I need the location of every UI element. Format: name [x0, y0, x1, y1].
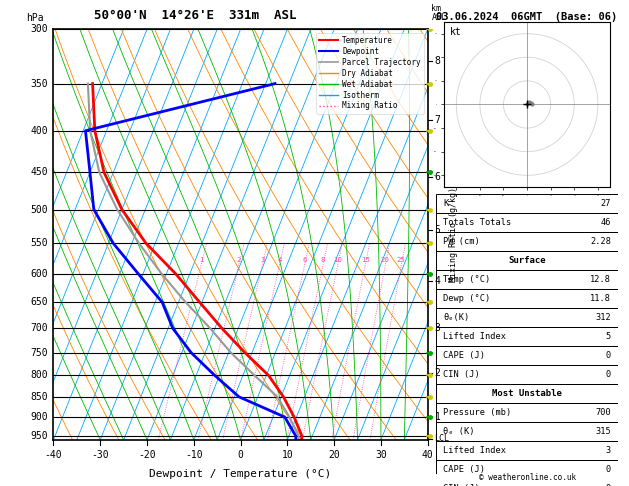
- Text: 2: 2: [435, 368, 440, 378]
- Text: θₑ(K): θₑ(K): [443, 313, 469, 322]
- Text: 950: 950: [30, 431, 48, 441]
- Bar: [436, 460, 618, 480]
- Text: 300: 300: [30, 24, 48, 34]
- Text: © weatheronline.co.uk: © weatheronline.co.uk: [479, 473, 576, 482]
- Text: Dewpoint / Temperature (°C): Dewpoint / Temperature (°C): [150, 469, 331, 479]
- Text: 650: 650: [30, 297, 48, 307]
- Text: 600: 600: [30, 269, 48, 279]
- Text: 0: 0: [606, 485, 611, 486]
- Text: 3: 3: [260, 257, 265, 263]
- Text: 20: 20: [328, 450, 340, 460]
- Text: Temp (°C): Temp (°C): [443, 276, 491, 284]
- Text: 1: 1: [199, 257, 203, 263]
- Text: K: K: [443, 199, 448, 208]
- Text: 10: 10: [282, 450, 293, 460]
- Text: LCL: LCL: [435, 434, 450, 443]
- Bar: [436, 270, 618, 290]
- Text: 8: 8: [321, 257, 325, 263]
- Text: 11.8: 11.8: [590, 295, 611, 303]
- Text: 500: 500: [30, 205, 48, 214]
- Text: 900: 900: [30, 412, 48, 422]
- Text: 6: 6: [435, 172, 440, 182]
- Text: -10: -10: [185, 450, 203, 460]
- Text: 50°00'N  14°26'E  331m  ASL: 50°00'N 14°26'E 331m ASL: [94, 9, 297, 22]
- Text: 10: 10: [333, 257, 342, 263]
- Bar: [436, 309, 618, 328]
- Legend: Temperature, Dewpoint, Parcel Trajectory, Dry Adiabat, Wet Adiabat, Isotherm, Mi: Temperature, Dewpoint, Parcel Trajectory…: [316, 33, 424, 114]
- Text: 400: 400: [30, 126, 48, 136]
- Text: 3: 3: [606, 447, 611, 455]
- Text: -30: -30: [91, 450, 109, 460]
- Bar: [436, 403, 618, 422]
- Text: hPa: hPa: [26, 13, 43, 23]
- Text: 7: 7: [435, 115, 440, 125]
- Text: Mixing Ratio (g/kg): Mixing Ratio (g/kg): [449, 187, 459, 282]
- Text: 3: 3: [435, 323, 440, 333]
- Text: 5: 5: [435, 225, 440, 235]
- Text: -20: -20: [138, 450, 156, 460]
- Text: 450: 450: [30, 167, 48, 177]
- Text: 5: 5: [606, 332, 611, 342]
- Text: CIN (J): CIN (J): [443, 485, 480, 486]
- Text: 312: 312: [595, 313, 611, 322]
- Bar: [436, 384, 618, 403]
- Text: 550: 550: [30, 238, 48, 248]
- Text: km
ASL: km ASL: [431, 4, 447, 22]
- Text: CIN (J): CIN (J): [443, 370, 480, 380]
- Bar: [436, 347, 618, 365]
- Text: 1: 1: [435, 412, 440, 422]
- Text: Lifted Index: Lifted Index: [443, 332, 506, 342]
- Text: 12.8: 12.8: [590, 276, 611, 284]
- Text: 0: 0: [606, 370, 611, 380]
- Text: 350: 350: [30, 79, 48, 88]
- Bar: [436, 290, 618, 309]
- Text: 20: 20: [381, 257, 390, 263]
- Text: 03.06.2024  06GMT  (Base: 06): 03.06.2024 06GMT (Base: 06): [437, 12, 618, 22]
- Bar: [436, 441, 618, 460]
- Text: 30: 30: [375, 450, 387, 460]
- Text: 25: 25: [397, 257, 406, 263]
- Bar: [436, 328, 618, 347]
- Bar: [436, 232, 618, 251]
- Text: 2: 2: [237, 257, 241, 263]
- Text: 750: 750: [30, 347, 48, 358]
- Text: 40: 40: [422, 450, 433, 460]
- Bar: [436, 480, 618, 486]
- Text: 850: 850: [30, 392, 48, 402]
- Text: 6: 6: [303, 257, 307, 263]
- Bar: [436, 422, 618, 441]
- Text: 0: 0: [606, 466, 611, 474]
- Text: 700: 700: [30, 323, 48, 333]
- Text: 46: 46: [601, 218, 611, 227]
- Text: -40: -40: [45, 450, 62, 460]
- Text: 700: 700: [595, 408, 611, 417]
- Text: 4: 4: [435, 276, 440, 286]
- Text: 0: 0: [238, 450, 243, 460]
- Text: 27: 27: [601, 199, 611, 208]
- Text: Lifted Index: Lifted Index: [443, 447, 506, 455]
- Bar: [436, 213, 618, 232]
- Text: CAPE (J): CAPE (J): [443, 466, 485, 474]
- Text: 8: 8: [435, 56, 440, 66]
- Text: kt: kt: [450, 27, 461, 37]
- Text: Dewp (°C): Dewp (°C): [443, 295, 491, 303]
- Text: Most Unstable: Most Unstable: [492, 389, 562, 399]
- Bar: [436, 194, 618, 213]
- Text: 800: 800: [30, 370, 48, 381]
- Text: 15: 15: [361, 257, 370, 263]
- Text: 0: 0: [606, 351, 611, 361]
- Text: PW (cm): PW (cm): [443, 237, 480, 246]
- Text: Pressure (mb): Pressure (mb): [443, 408, 511, 417]
- Bar: [436, 251, 618, 270]
- Text: 315: 315: [595, 427, 611, 436]
- Bar: [436, 365, 618, 384]
- Text: 2.28: 2.28: [590, 237, 611, 246]
- Text: Surface: Surface: [508, 257, 546, 265]
- Text: Totals Totals: Totals Totals: [443, 218, 511, 227]
- Text: θₑ (K): θₑ (K): [443, 427, 475, 436]
- Text: CAPE (J): CAPE (J): [443, 351, 485, 361]
- Text: 4: 4: [277, 257, 282, 263]
